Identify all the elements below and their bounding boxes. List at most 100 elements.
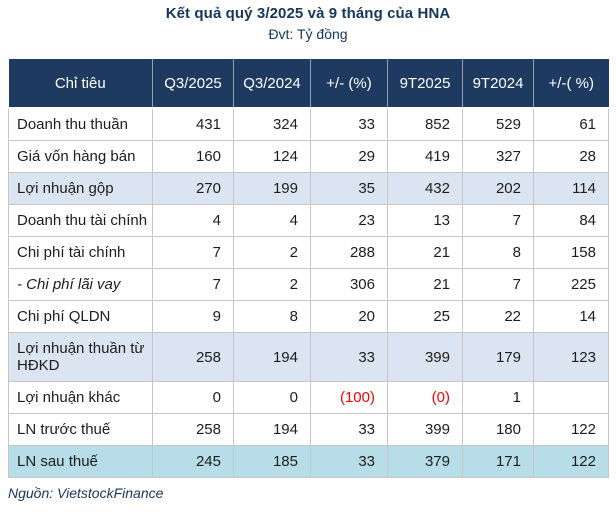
table-row: Chi phí QLDN 9 8 20 25 22 14 bbox=[8, 300, 609, 333]
cell-value: 194 bbox=[233, 413, 311, 446]
cell-value: 23 bbox=[310, 204, 388, 237]
cell-value: 25 bbox=[387, 300, 463, 333]
cell-value: 529 bbox=[462, 107, 534, 141]
cell-value: 399 bbox=[387, 332, 463, 382]
row-label: Lợi nhuận khác bbox=[8, 381, 153, 414]
cell-value: 202 bbox=[462, 172, 534, 205]
column-header: +/-( %) bbox=[533, 59, 609, 109]
cell-value: 432 bbox=[387, 172, 463, 205]
row-label: - Chi phí lãi vay bbox=[8, 268, 153, 301]
table-row: Doanh thu thuần 431 324 33 852 529 61 bbox=[8, 107, 609, 141]
cell-value: 13 bbox=[387, 204, 463, 237]
column-header: Q3/2025 bbox=[152, 59, 234, 109]
cell-value: 7 bbox=[152, 236, 234, 269]
cell-value: 180 bbox=[462, 413, 534, 446]
cell-value: 179 bbox=[462, 332, 534, 382]
cell-value: 419 bbox=[387, 140, 463, 173]
cell-value: 28 bbox=[533, 140, 609, 173]
cell-value: (0) bbox=[387, 381, 463, 414]
table-row: Chi phí tài chính 7 2 288 21 8 158 bbox=[8, 236, 609, 269]
cell-value: 0 bbox=[233, 381, 311, 414]
cell-value: 324 bbox=[233, 107, 311, 141]
source-note: Nguồn: VietstockFinance bbox=[8, 485, 164, 501]
cell-value: 852 bbox=[387, 107, 463, 141]
cell-value: 33 bbox=[310, 107, 388, 141]
cell-value: 21 bbox=[387, 236, 463, 269]
cell-value: 431 bbox=[152, 107, 234, 141]
cell-value: 4 bbox=[233, 204, 311, 237]
cell-value: 7 bbox=[152, 268, 234, 301]
table-row: Lợi nhuận thuần từ HĐKD 258 194 33 399 179 123 bbox=[8, 332, 609, 382]
cell-value: 7 bbox=[462, 204, 534, 237]
row-label: Chi phí tài chính bbox=[8, 236, 153, 269]
cell-value: 122 bbox=[533, 445, 609, 478]
table-row: - Chi phí lãi vay 7 2 306 21 7 225 bbox=[8, 268, 609, 301]
column-header: +/- (%) bbox=[310, 59, 388, 109]
cell-value: (100) bbox=[310, 381, 388, 414]
table-row: LN trước thuế 258 194 33 399 180 122 bbox=[8, 413, 609, 446]
page-title: Kết quả quý 3/2025 và 9 tháng của HNA bbox=[165, 5, 451, 22]
cell-value: 194 bbox=[233, 332, 311, 382]
cell-value: 4 bbox=[152, 204, 234, 237]
cell-value: 114 bbox=[533, 172, 609, 205]
cell-value bbox=[533, 381, 609, 414]
cell-value: 9 bbox=[152, 300, 234, 333]
cell-value: 0 bbox=[152, 381, 234, 414]
unit-label: Đvt: Tỷ đồng bbox=[268, 26, 348, 42]
table-row: Doanh thu tài chính 4 4 23 13 7 84 bbox=[8, 204, 609, 237]
row-label: LN sau thuế bbox=[8, 445, 153, 478]
cell-value: 8 bbox=[462, 236, 534, 269]
cell-value: 199 bbox=[233, 172, 311, 205]
row-label: LN trước thuế bbox=[8, 413, 153, 446]
row-label: Lợi nhuận thuần từ HĐKD bbox=[8, 332, 153, 382]
cell-value: 288 bbox=[310, 236, 388, 269]
table-row: Giá vốn hàng bán 160 124 29 419 327 28 bbox=[8, 140, 609, 173]
table-header-row: Chỉ tiêu Q3/2025 Q3/2024 +/- (%) 9T2025 9T202… bbox=[8, 59, 609, 109]
cell-value: 399 bbox=[387, 413, 463, 446]
column-header: 9T2025 bbox=[387, 59, 463, 109]
cell-value: 33 bbox=[310, 445, 388, 478]
cell-value: 1 bbox=[462, 381, 534, 414]
cell-value: 2 bbox=[233, 268, 311, 301]
cell-value: 122 bbox=[533, 413, 609, 446]
cell-value: 2 bbox=[233, 236, 311, 269]
column-header: 9T2024 bbox=[462, 59, 534, 109]
cell-value: 258 bbox=[152, 413, 234, 446]
cell-value: 22 bbox=[462, 300, 534, 333]
row-label: Lợi nhuận gộp bbox=[8, 172, 153, 205]
cell-value: 84 bbox=[533, 204, 609, 237]
cell-value: 33 bbox=[310, 332, 388, 382]
cell-value: 245 bbox=[152, 445, 234, 478]
row-label: Doanh thu thuần bbox=[8, 107, 153, 141]
table-row: Lợi nhuận khác 0 0 (100) (0) 1 bbox=[8, 381, 609, 414]
cell-value: 20 bbox=[310, 300, 388, 333]
column-header: Q3/2024 bbox=[233, 59, 311, 109]
cell-value: 158 bbox=[533, 236, 609, 269]
row-label: Doanh thu tài chính bbox=[8, 204, 153, 237]
cell-value: 160 bbox=[152, 140, 234, 173]
cell-value: 124 bbox=[233, 140, 311, 173]
cell-value: 379 bbox=[387, 445, 463, 478]
cell-value: 185 bbox=[233, 445, 311, 478]
cell-value: 21 bbox=[387, 268, 463, 301]
row-label: Giá vốn hàng bán bbox=[8, 140, 153, 173]
row-label: Chi phí QLDN bbox=[8, 300, 153, 333]
cell-value: 8 bbox=[233, 300, 311, 333]
cell-value: 306 bbox=[310, 268, 388, 301]
column-header-label: Chỉ tiêu bbox=[8, 59, 153, 109]
cell-value: 61 bbox=[533, 107, 609, 141]
cell-value: 270 bbox=[152, 172, 234, 205]
cell-value: 123 bbox=[533, 332, 609, 382]
cell-value: 7 bbox=[462, 268, 534, 301]
results-table: Chỉ tiêu Q3/2025 Q3/2024 +/- (%) 9T2025 9T202… bbox=[8, 59, 609, 478]
cell-value: 35 bbox=[310, 172, 388, 205]
cell-value: 33 bbox=[310, 413, 388, 446]
cell-value: 171 bbox=[462, 445, 534, 478]
cell-value: 29 bbox=[310, 140, 388, 173]
cell-value: 225 bbox=[533, 268, 609, 301]
table-row: LN sau thuế 245 185 33 379 171 122 bbox=[8, 445, 609, 478]
cell-value: 258 bbox=[152, 332, 234, 382]
table-row: Lợi nhuận gộp 270 199 35 432 202 114 bbox=[8, 172, 609, 205]
cell-value: 14 bbox=[533, 300, 609, 333]
